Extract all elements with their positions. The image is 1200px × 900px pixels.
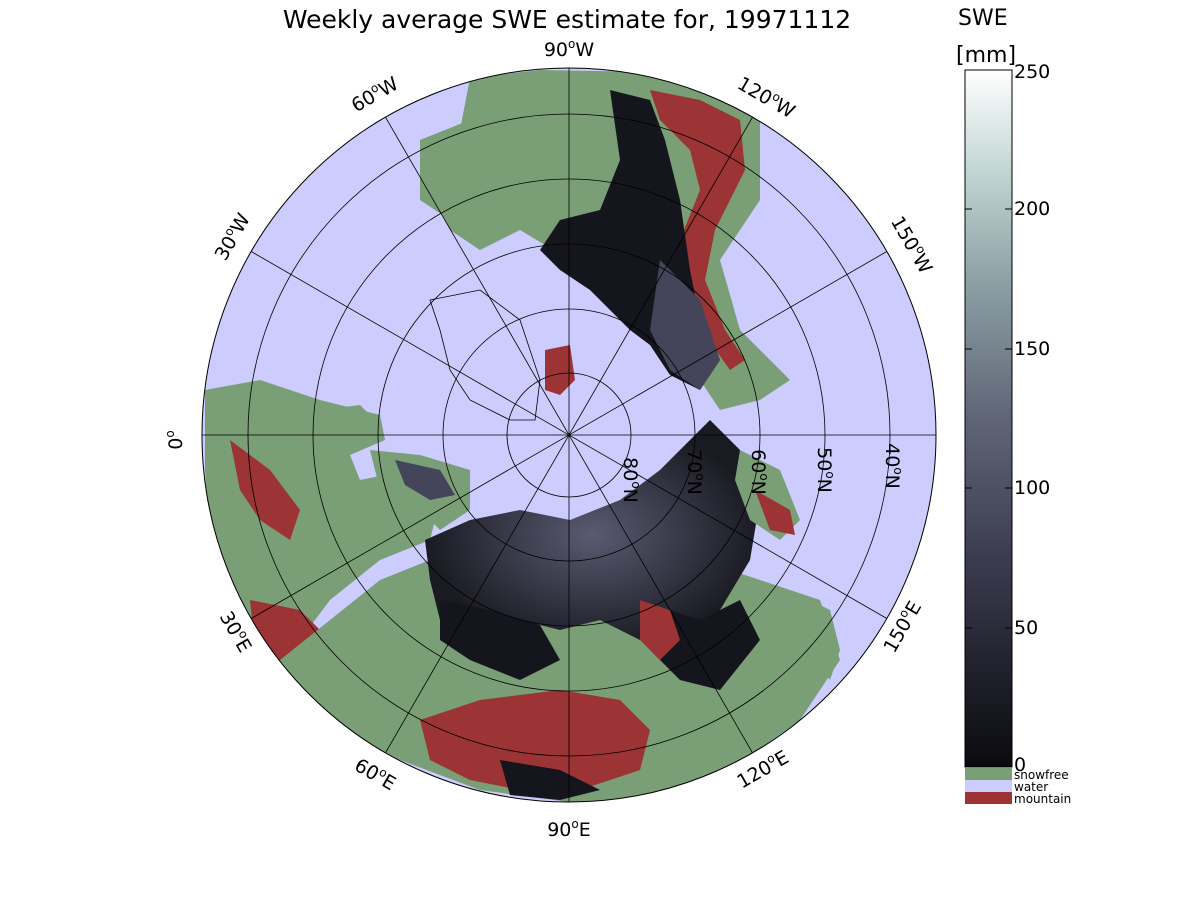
meridian-150w-30e — [250, 251, 888, 619]
snow-scandinavia — [395, 460, 455, 500]
land-iceland — [320, 405, 375, 430]
colorbar: SWE [mm] 0 50 100 150 200 250 — [956, 6, 1050, 776]
lat-label: 70oN — [683, 449, 707, 495]
lon-label: 0o — [163, 430, 187, 449]
snow-siberia-dark — [440, 600, 560, 680]
mountain-greenland-east — [545, 345, 575, 395]
colorbar-tick-label: 50 — [1014, 617, 1038, 639]
colorbar-tick-label: 100 — [1014, 477, 1050, 499]
mountain-far-east — [755, 490, 795, 535]
lat-label: 50oN — [813, 447, 837, 493]
colorbar-label-unit: [mm] — [956, 43, 1016, 68]
latitude-labels: 80oN 70oN 60oN 50oN 40oN — [619, 443, 905, 503]
colorbar-ticks — [965, 69, 1012, 768]
legend-label-mountain: mountain — [1014, 792, 1071, 806]
colorbar-tick-label: 250 — [1014, 61, 1050, 83]
colorbar-tick-label: 150 — [1014, 338, 1050, 360]
mountain-rockies — [650, 90, 745, 370]
lon-label: 60oW — [347, 71, 403, 117]
polar-map — [202, 68, 936, 802]
snow-himalaya — [500, 760, 600, 800]
land-north-america-west — [420, 120, 480, 220]
legend-swatch-water — [965, 780, 1012, 792]
legend-swatch-mountain — [965, 792, 1012, 804]
map-title: Weekly average SWE estimate for, 1997111… — [283, 5, 851, 34]
graticule — [201, 67, 937, 803]
lat-label: 80oN — [619, 457, 643, 503]
colorbar-tick-label: 0 — [1014, 754, 1026, 776]
category-legend: snowfree water mountain — [965, 768, 1071, 806]
colorbar-tick-label: 200 — [1014, 198, 1050, 220]
lon-label: 90oE — [547, 817, 591, 841]
lon-label: 90oW — [544, 37, 595, 61]
colorbar-gradient — [964, 69, 1013, 768]
legend-swatch-snowfree — [965, 768, 1012, 780]
mountain-alps — [230, 440, 300, 540]
lat-label: 40oN — [881, 443, 905, 489]
mountain-siberia-east — [640, 600, 680, 660]
legend-label-water: water — [1014, 780, 1048, 794]
legend-label-snowfree: snowfree — [1014, 768, 1069, 782]
lat-label: 60oN — [747, 449, 771, 495]
snow-siberia — [425, 420, 760, 650]
colorbar-label-swe: SWE — [958, 6, 1008, 31]
mountain-central-asia — [420, 690, 650, 790]
lon-label: 60oE — [351, 753, 401, 796]
